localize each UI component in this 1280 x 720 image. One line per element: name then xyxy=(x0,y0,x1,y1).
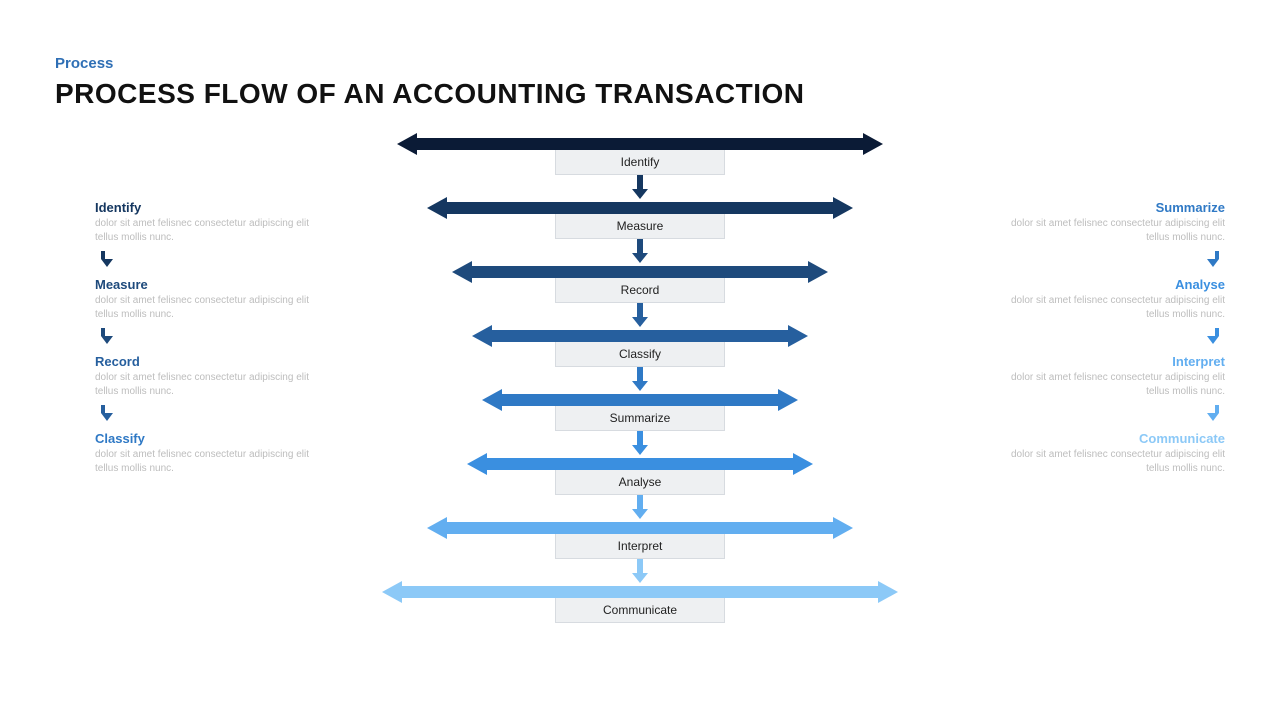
down-arrow-icon xyxy=(995,251,1219,267)
flow-arrow xyxy=(445,519,835,537)
side-body: dolor sit amet felisnec consectetur adip… xyxy=(95,448,325,476)
side-title: Measure xyxy=(95,277,325,292)
side-item: Measure dolor sit amet felisnec consectet… xyxy=(95,277,325,322)
double-arrow-icon xyxy=(445,202,835,214)
side-item: Analyse dolor sit amet felisnec consectet… xyxy=(995,277,1225,322)
down-arrow-icon xyxy=(632,303,648,327)
side-item: Communicate dolor sit amet felisnec conse… xyxy=(995,431,1225,476)
side-title: Interpret xyxy=(995,354,1225,369)
down-arrow-icon xyxy=(995,405,1219,421)
double-arrow-icon xyxy=(485,458,795,470)
flow-arrow xyxy=(485,455,795,473)
down-arrow-icon xyxy=(632,431,648,455)
down-arrow-icon xyxy=(101,251,325,267)
header: Process PROCESS FLOW OF AN ACCOUNTING TR… xyxy=(55,55,805,110)
side-title: Communicate xyxy=(995,431,1225,446)
side-item: Interpret dolor sit amet felisnec consect… xyxy=(995,354,1225,399)
flow-arrow xyxy=(415,135,865,153)
flow-arrow xyxy=(400,583,880,601)
double-arrow-icon xyxy=(415,138,865,150)
down-arrow-icon xyxy=(632,239,648,263)
double-arrow-icon xyxy=(500,394,780,406)
flow-arrow xyxy=(500,391,780,409)
down-arrow-icon xyxy=(632,175,648,199)
page-title: PROCESS FLOW OF AN ACCOUNTING TRANSACTIO… xyxy=(55,78,805,110)
flow-arrow xyxy=(490,327,790,345)
double-arrow-icon xyxy=(400,586,880,598)
side-title: Summarize xyxy=(995,200,1225,215)
down-arrow-icon xyxy=(101,405,325,421)
side-item: Classify dolor sit amet felisnec consecte… xyxy=(95,431,325,476)
side-title: Classify xyxy=(95,431,325,446)
right-column: Summarize dolor sit amet felisnec consect… xyxy=(995,200,1225,482)
down-arrow-icon xyxy=(995,328,1219,344)
down-arrow-icon xyxy=(632,495,648,519)
side-body: dolor sit amet felisnec consectetur adip… xyxy=(995,371,1225,399)
double-arrow-icon xyxy=(445,522,835,534)
down-arrow-icon xyxy=(632,367,648,391)
side-item: Summarize dolor sit amet felisnec consect… xyxy=(995,200,1225,245)
side-body: dolor sit amet felisnec consectetur adip… xyxy=(995,294,1225,322)
subtitle: Process xyxy=(55,55,805,72)
flow-arrow xyxy=(470,263,810,281)
side-body: dolor sit amet felisnec consectetur adip… xyxy=(995,217,1225,245)
side-body: dolor sit amet felisnec consectetur adip… xyxy=(95,371,325,399)
side-body: dolor sit amet felisnec consectetur adip… xyxy=(95,294,325,322)
side-body: dolor sit amet felisnec consectetur adip… xyxy=(95,217,325,245)
side-title: Identify xyxy=(95,200,325,215)
double-arrow-icon xyxy=(490,330,790,342)
left-column: Identify dolor sit amet felisnec consecte… xyxy=(95,200,325,482)
center-flow: IdentifyMeasureRecordClassifySummarizeAn… xyxy=(400,135,880,623)
side-title: Analyse xyxy=(995,277,1225,292)
double-arrow-icon xyxy=(470,266,810,278)
side-item: Identify dolor sit amet felisnec consecte… xyxy=(95,200,325,245)
side-item: Record dolor sit amet felisnec consectetu… xyxy=(95,354,325,399)
flow-arrow xyxy=(445,199,835,217)
down-arrow-icon xyxy=(101,328,325,344)
down-arrow-icon xyxy=(632,559,648,583)
side-title: Record xyxy=(95,354,325,369)
side-body: dolor sit amet felisnec consectetur adip… xyxy=(995,448,1225,476)
